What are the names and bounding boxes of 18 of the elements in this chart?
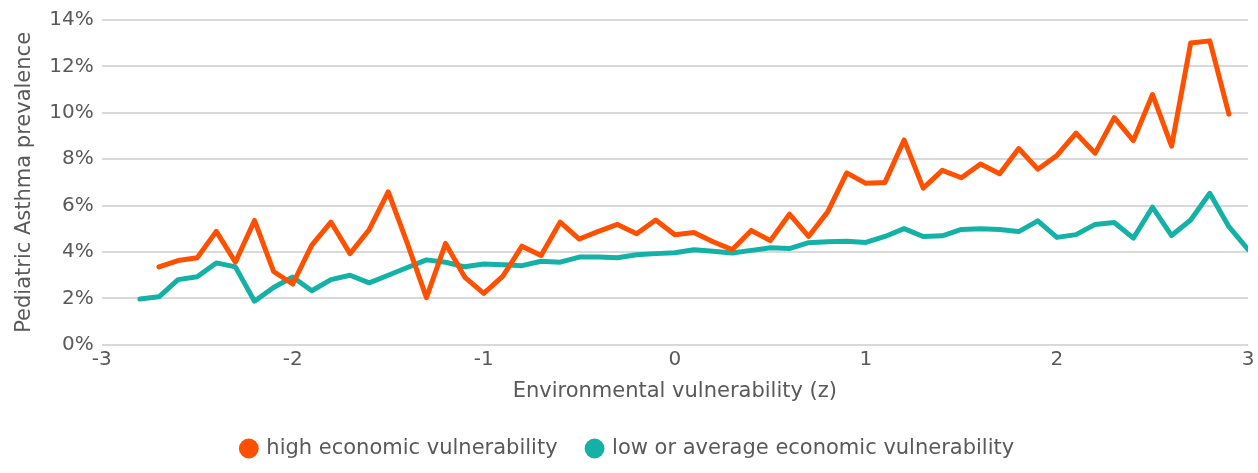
x-tick-label: -2 [282, 346, 303, 370]
x-axis-title: Environmental vulnerability (z) [512, 377, 838, 402]
x-tick-label: -1 [473, 346, 494, 370]
y-tick-label: 4% [61, 238, 94, 263]
y-tick-label: 8% [61, 145, 94, 170]
x-tick-label: 0 [668, 346, 682, 370]
y-tick-label: 0% [61, 331, 94, 355]
y-tick-label: 2% [61, 284, 94, 309]
y-tick-label: 10% [49, 99, 94, 123]
legend-label: low or average economic vulnerability [612, 434, 1015, 459]
y-tick-label: 6% [61, 191, 94, 216]
y-tick-label: 14% [49, 6, 94, 31]
y-tick-label: 12% [49, 52, 94, 77]
x-tick-label: 3 [1241, 346, 1255, 370]
legend-label: high economic vulnerability [266, 434, 558, 459]
y-axis-title: Pediatric Asthma prevalence [11, 31, 36, 333]
x-tick-label: 2 [1050, 346, 1064, 370]
x-tick-label: 1 [859, 346, 873, 370]
